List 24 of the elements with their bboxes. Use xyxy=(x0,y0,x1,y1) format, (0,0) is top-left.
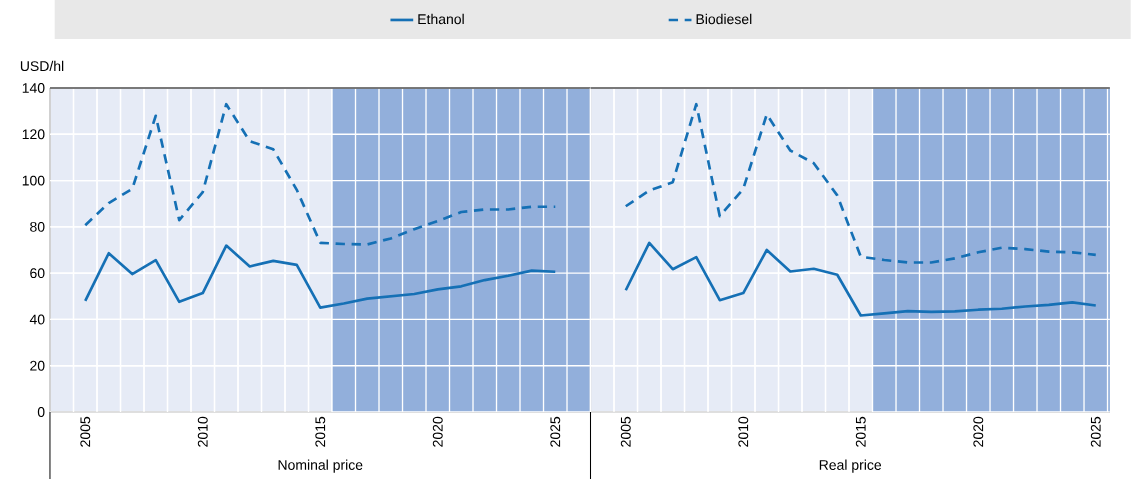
y-tick-label: 60 xyxy=(30,268,45,279)
line-series xyxy=(83,102,557,246)
y-tick-label: 20 xyxy=(30,360,45,371)
y-tick-label: 0 xyxy=(37,407,45,417)
y-tick-label: 40 xyxy=(29,314,45,325)
y-tick-label: 100 xyxy=(22,175,45,186)
y-tick-label: 80 xyxy=(30,221,45,232)
x-tick-label: 2020 xyxy=(973,416,984,447)
x-tick-label: 2020 xyxy=(432,416,443,447)
y-tick-label: 120 xyxy=(22,129,45,140)
x-tick-label: 2015 xyxy=(315,416,326,447)
y-tick-label: 140 xyxy=(22,83,45,93)
legend-label: Ethanol xyxy=(418,13,464,25)
x-tick-label: 2005 xyxy=(80,416,91,447)
x-tick-label: 2005 xyxy=(620,416,631,447)
x-tick-label: 2025 xyxy=(1090,416,1101,447)
x-axis-title: Real price xyxy=(819,459,882,473)
legend-label: Biodiesel xyxy=(696,13,752,25)
x-tick-label: 2025 xyxy=(550,416,561,447)
x-axis-title: Nominal price xyxy=(278,459,363,473)
x-tick-label: 2010 xyxy=(738,416,749,447)
y-axis-title: USD/hl xyxy=(20,60,64,72)
x-tick-label: 2010 xyxy=(197,416,208,447)
x-tick-label: 2015 xyxy=(855,416,866,447)
